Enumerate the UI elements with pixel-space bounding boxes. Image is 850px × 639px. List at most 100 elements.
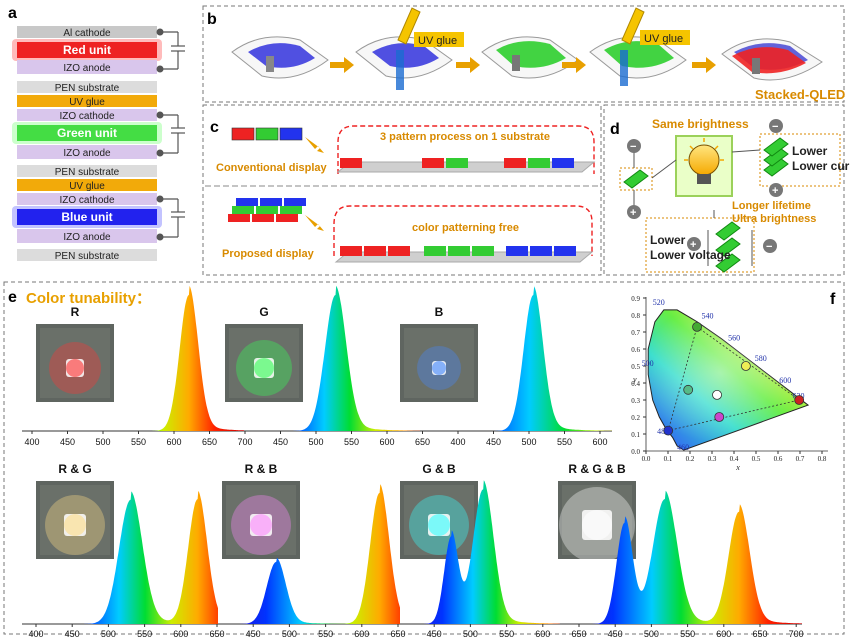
cie-x-tick: 0.7 [796,455,805,463]
plus-terminal-icon [769,183,783,197]
panel-b-flow: UV glue UV glue Stacked-QLED [231,7,845,102]
tick-label: 650 [752,629,767,639]
lower-voltage-label: Lower voltage [650,248,731,262]
cie-point [741,361,751,371]
glue-dispenser-icon [621,7,645,45]
cie-x-tick: 0.4 [730,455,739,463]
tick-label: 650 [415,437,430,447]
tick-label: 650 [209,629,224,639]
proposed-note: color patterning free [412,222,519,234]
cie-wavelength-label: 540 [702,311,714,320]
tick-label: 500 [463,629,478,639]
cie-point [692,321,702,332]
panel-b-border [202,5,845,103]
device-photos: R G B R & G R & B G & B R & G & B [36,305,636,563]
tick-label: 450 [486,437,501,447]
tick-label: 600 [379,437,394,447]
spectrum-curve [400,480,560,624]
stack-layer-label: PEN substrate [55,167,120,178]
tick-label: 400 [24,437,39,447]
tick-label: 450 [60,437,75,447]
stack-layer [17,125,157,141]
spectrum-curve [244,285,420,431]
cie-y-tick: 0.4 [631,380,640,388]
cie-y-tick: 0.9 [631,295,640,303]
svg-text:−: − [630,141,636,153]
stack-layer [17,179,157,191]
tick-label: 500 [282,629,297,639]
proposed-display-label: Proposed display [222,248,315,260]
cie-y-tick: 0.5 [631,363,640,371]
tick-label: 700 [789,629,804,639]
lower-current-line1: Lower [792,144,828,158]
spectrum-curve [560,490,802,624]
panel-c: Conventional display 3 pattern process o… [216,125,596,263]
flow-arrow-icon [692,57,716,73]
spectrum-curve [36,490,218,624]
stack-layer [17,165,157,177]
stack-layer-label: IZO cathode [59,195,114,206]
color-tunability-title: Color tunability： [26,290,151,307]
stack-layer [17,26,157,38]
tick-label: 400 [450,437,465,447]
cie-x-tick: 0.1 [664,455,673,463]
tick-label: 600 [354,629,369,639]
cie-point [663,425,674,436]
cie-x-tick: 0.3 [708,455,717,463]
device-stack: Al cathode Red unit IZO anode PEN substrate… [12,26,162,262]
spectra: 400 450 500 550 600 650 700 450 500 550 600 650 400 4… [22,285,804,639]
cie-point [683,384,694,395]
stack-layer-label: IZO anode [63,63,111,74]
svg-text:−: − [766,241,772,253]
tick-label: 500 [101,629,116,639]
tick-label: 600 [535,629,550,639]
stack-layer [17,193,157,205]
tick-label: 650 [202,437,217,447]
cie-y-tick: 0.1 [631,431,640,439]
cie-wavelength-label: 460 [677,443,689,452]
longer-lifetime-label: Longer lifetime [732,200,811,212]
cie-y-tick: 0.3 [631,397,640,405]
tick-label: 600 [173,629,188,639]
color-gamut-triangle [667,326,801,432]
stack-layer [17,60,157,74]
spectrum-curve [218,484,400,624]
ultra-brightness-label: Ultra brightness [732,213,816,225]
tick-label: 600 [716,629,731,639]
cie-x-tick: 0.6 [774,455,783,463]
cie-y-tick: 0.0 [631,448,640,456]
tick-label: 550 [499,629,514,639]
tick-label: 600 [592,437,607,447]
plus-terminal-icon [687,237,701,251]
cie-wavelength-label: 500 [642,359,654,368]
tick-label: 650 [571,629,586,639]
cie-wavelength-label: 480 [657,427,669,436]
stack-layer-label: IZO anode [63,232,111,243]
minus-terminal-icon [763,239,777,253]
svg-text:−: − [772,121,778,133]
cie-wavelength-label: 560 [728,334,740,343]
cie-point [794,395,805,405]
stack-layer-label: PEN substrate [55,251,120,262]
cie-x-tick: 0.5 [752,455,761,463]
stack-layer-label: Blue unit [61,210,112,224]
spectrum-curve [32,285,244,431]
panel-d: Same brightness − + − + Lower Lower curr… [619,117,850,273]
stacked-qled-label: Stacked-QLED [755,87,845,102]
photo-label: R [71,305,80,319]
plus-terminal-icon [627,205,641,219]
tick-label: 650 [390,629,405,639]
svg-text:+: + [772,185,778,197]
tick-label: 500 [521,437,536,447]
tick-label: 550 [137,629,152,639]
panel-label-b: b [207,11,217,28]
same-brightness-label: Same brightness [652,117,749,131]
stack-layer-label: Green unit [57,126,117,140]
tick-label: 450 [65,629,80,639]
tick-label: 500 [308,437,323,447]
lower-voltage-line1: Lower [650,233,686,247]
photo-label: R & G [58,462,91,476]
conventional-display-label: Conventional display [216,162,328,174]
cie-x-tick: 0.0 [642,455,651,463]
